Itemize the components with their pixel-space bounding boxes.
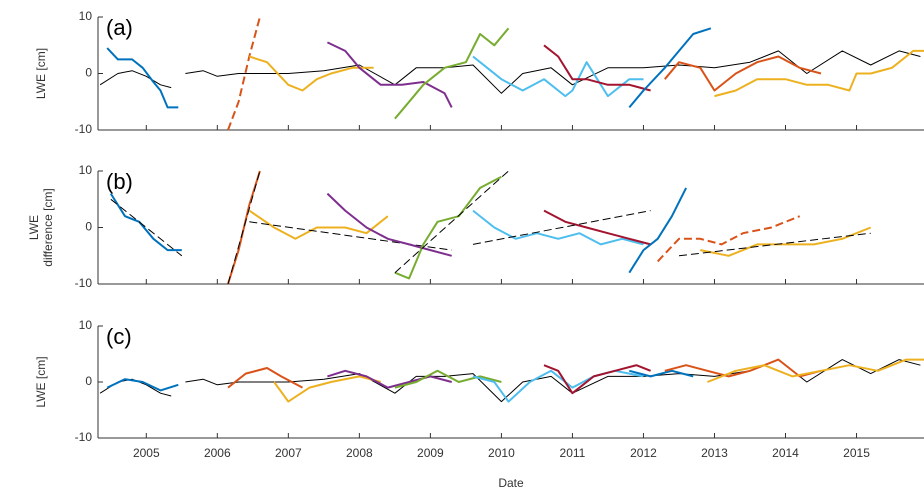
- series-line: [100, 360, 920, 402]
- y-tick-label: 10: [79, 318, 93, 332]
- series-line: [665, 57, 821, 91]
- series-line: [473, 371, 644, 402]
- panel-label: (c): [106, 324, 132, 349]
- series-line: [107, 48, 178, 107]
- x-tick-label: 2011: [560, 446, 586, 460]
- y-axis-label: difference [cm]: [41, 188, 55, 266]
- x-axis-label: Date: [498, 476, 524, 490]
- x-tick-label: 2007: [275, 446, 302, 460]
- series-line: [327, 194, 451, 256]
- series-line: [395, 28, 509, 118]
- x-tick-label: 2009: [417, 446, 444, 460]
- series-line: [100, 51, 920, 93]
- x-tick-label: 2012: [630, 446, 657, 460]
- x-tick-label: 2006: [204, 446, 231, 460]
- x-tick-label: 2014: [772, 446, 799, 460]
- series-line: [228, 368, 303, 388]
- series-line: [544, 365, 651, 393]
- series-line: [395, 171, 509, 273]
- x-tick-label: 2005: [133, 446, 160, 460]
- series-line: [679, 233, 871, 256]
- y-axis-label: LWE [cm]: [34, 48, 48, 99]
- y-tick-label: 0: [85, 66, 92, 80]
- y-tick-label: 0: [85, 374, 92, 388]
- panel-label: (b): [106, 169, 133, 194]
- series-line: [111, 194, 182, 251]
- y-tick-label: -10: [75, 430, 93, 444]
- series-line: [249, 222, 451, 250]
- x-tick-label: 2010: [488, 446, 515, 460]
- y-tick-label: 0: [85, 220, 92, 234]
- x-tick-label: 2008: [346, 446, 373, 460]
- x-tick-label: 2015: [843, 446, 870, 460]
- series-line: [249, 211, 387, 239]
- y-axis-label: LWE [cm]: [34, 356, 48, 407]
- x-tick-label: 2013: [701, 446, 728, 460]
- y-tick-label: 10: [79, 9, 93, 23]
- y-tick-label: -10: [75, 276, 93, 290]
- series-line: [327, 42, 451, 107]
- series-line: [107, 379, 178, 390]
- series-line: [658, 216, 800, 261]
- panel-label: (a): [106, 15, 133, 40]
- series-line: [111, 199, 182, 256]
- y-axis-label: LWE: [27, 215, 41, 240]
- y-tick-label: -10: [75, 122, 93, 136]
- y-tick-label: 10: [79, 163, 93, 177]
